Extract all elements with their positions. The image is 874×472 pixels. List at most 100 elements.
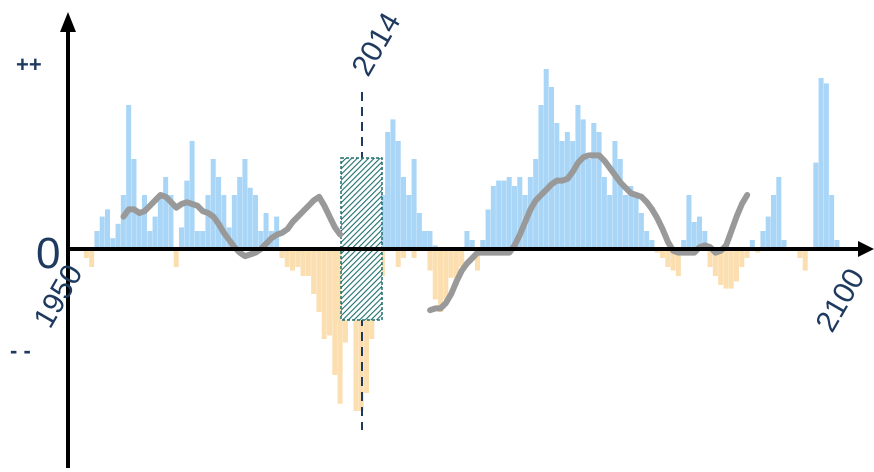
bar-negative xyxy=(675,249,681,276)
bar-negative xyxy=(337,249,343,372)
bar-positive xyxy=(813,162,819,249)
positive-bars xyxy=(94,69,840,250)
bar-negative xyxy=(327,249,333,336)
bar-positive xyxy=(601,177,607,249)
bar-positive xyxy=(617,159,623,249)
bar-positive xyxy=(464,231,470,249)
bar-positive xyxy=(385,186,391,249)
bar-positive xyxy=(702,231,708,249)
bar-positive xyxy=(538,105,544,249)
bar-positive xyxy=(501,180,507,249)
bar-positive xyxy=(596,132,602,249)
bar-negative xyxy=(401,249,407,258)
bar-negative xyxy=(443,249,449,300)
bar-positive xyxy=(496,180,502,249)
bar-positive xyxy=(512,186,518,249)
bar-positive xyxy=(210,159,216,249)
bar-negative xyxy=(712,249,718,276)
bar-negative xyxy=(364,249,370,393)
bar-positive xyxy=(776,177,782,249)
bar-negative xyxy=(670,249,676,271)
bar-positive xyxy=(781,240,787,249)
bar-positive xyxy=(105,209,111,249)
bar-positive xyxy=(411,159,417,249)
bar-positive xyxy=(554,123,560,249)
smoothed-line-1 xyxy=(120,192,344,260)
bar-negative xyxy=(665,249,671,267)
bar-positive xyxy=(549,87,555,249)
bar-positive xyxy=(485,209,491,249)
bar-negative xyxy=(739,249,745,267)
bar-positive xyxy=(390,119,396,250)
bar-positive xyxy=(194,231,200,249)
bar-positive xyxy=(834,240,840,249)
bar-positive xyxy=(771,195,777,249)
bar-positive xyxy=(490,186,496,249)
bar-negative xyxy=(358,249,364,411)
bar-positive xyxy=(231,195,237,249)
bar-positive xyxy=(163,177,169,249)
bar-positive xyxy=(221,195,227,249)
bar-positive xyxy=(586,159,592,249)
bar-positive xyxy=(189,141,195,249)
bar-negative xyxy=(728,249,734,289)
bar-positive xyxy=(406,195,412,249)
bar-positive xyxy=(216,177,222,249)
bar-negative xyxy=(707,249,713,267)
bar-negative xyxy=(353,249,359,411)
bar-negative xyxy=(316,249,322,312)
y-axis-arrow xyxy=(60,12,76,32)
bar-negative xyxy=(395,249,401,267)
bar-positive xyxy=(575,105,581,249)
bar-positive xyxy=(749,240,755,249)
bar-positive xyxy=(691,222,697,249)
bar-positive xyxy=(401,177,407,249)
bar-positive xyxy=(591,123,597,249)
bar-positive xyxy=(543,69,549,249)
bar-positive xyxy=(480,240,486,249)
bar-positive xyxy=(406,240,412,249)
bar-positive xyxy=(559,141,565,249)
bar-positive xyxy=(633,195,639,249)
bar-positive xyxy=(136,213,142,249)
bar-positive xyxy=(760,231,766,249)
bar-positive xyxy=(612,141,618,249)
bar-negative xyxy=(295,249,301,267)
bar-positive xyxy=(131,159,137,249)
bar-negative xyxy=(83,249,89,258)
bar-positive xyxy=(126,105,132,249)
bar-negative xyxy=(448,249,454,278)
bar-positive xyxy=(115,223,121,249)
negative-bars xyxy=(83,249,808,411)
bar-negative xyxy=(411,249,417,258)
bar-positive xyxy=(570,141,576,249)
bar-negative xyxy=(173,249,179,267)
bar-negative xyxy=(284,249,290,267)
bar-negative xyxy=(744,249,750,258)
bar-negative xyxy=(459,249,465,267)
bar-positive xyxy=(564,132,570,249)
bar-positive xyxy=(686,195,692,249)
gap-hatch-box xyxy=(340,157,383,321)
bar-negative xyxy=(718,249,724,285)
bar-positive xyxy=(179,227,185,249)
bar-negative xyxy=(305,249,311,276)
y-zero-label: 0 xyxy=(36,229,60,278)
bar-positive xyxy=(644,231,650,249)
bar-positive xyxy=(168,195,174,249)
bar-positive xyxy=(416,231,422,249)
bar-positive xyxy=(818,78,824,249)
y-pos-label: ++ xyxy=(16,52,42,77)
bar-negative xyxy=(797,249,803,258)
bar-positive xyxy=(829,195,835,249)
smoothed-line-2 xyxy=(427,152,751,314)
bar-negative xyxy=(89,249,95,267)
bar-positive xyxy=(427,231,433,249)
bar-positive xyxy=(157,195,163,249)
bar-positive xyxy=(422,231,428,249)
bar-positive xyxy=(395,141,401,249)
bar-positive xyxy=(110,238,116,249)
bar-negative xyxy=(660,249,666,258)
bar-positive xyxy=(469,240,475,249)
